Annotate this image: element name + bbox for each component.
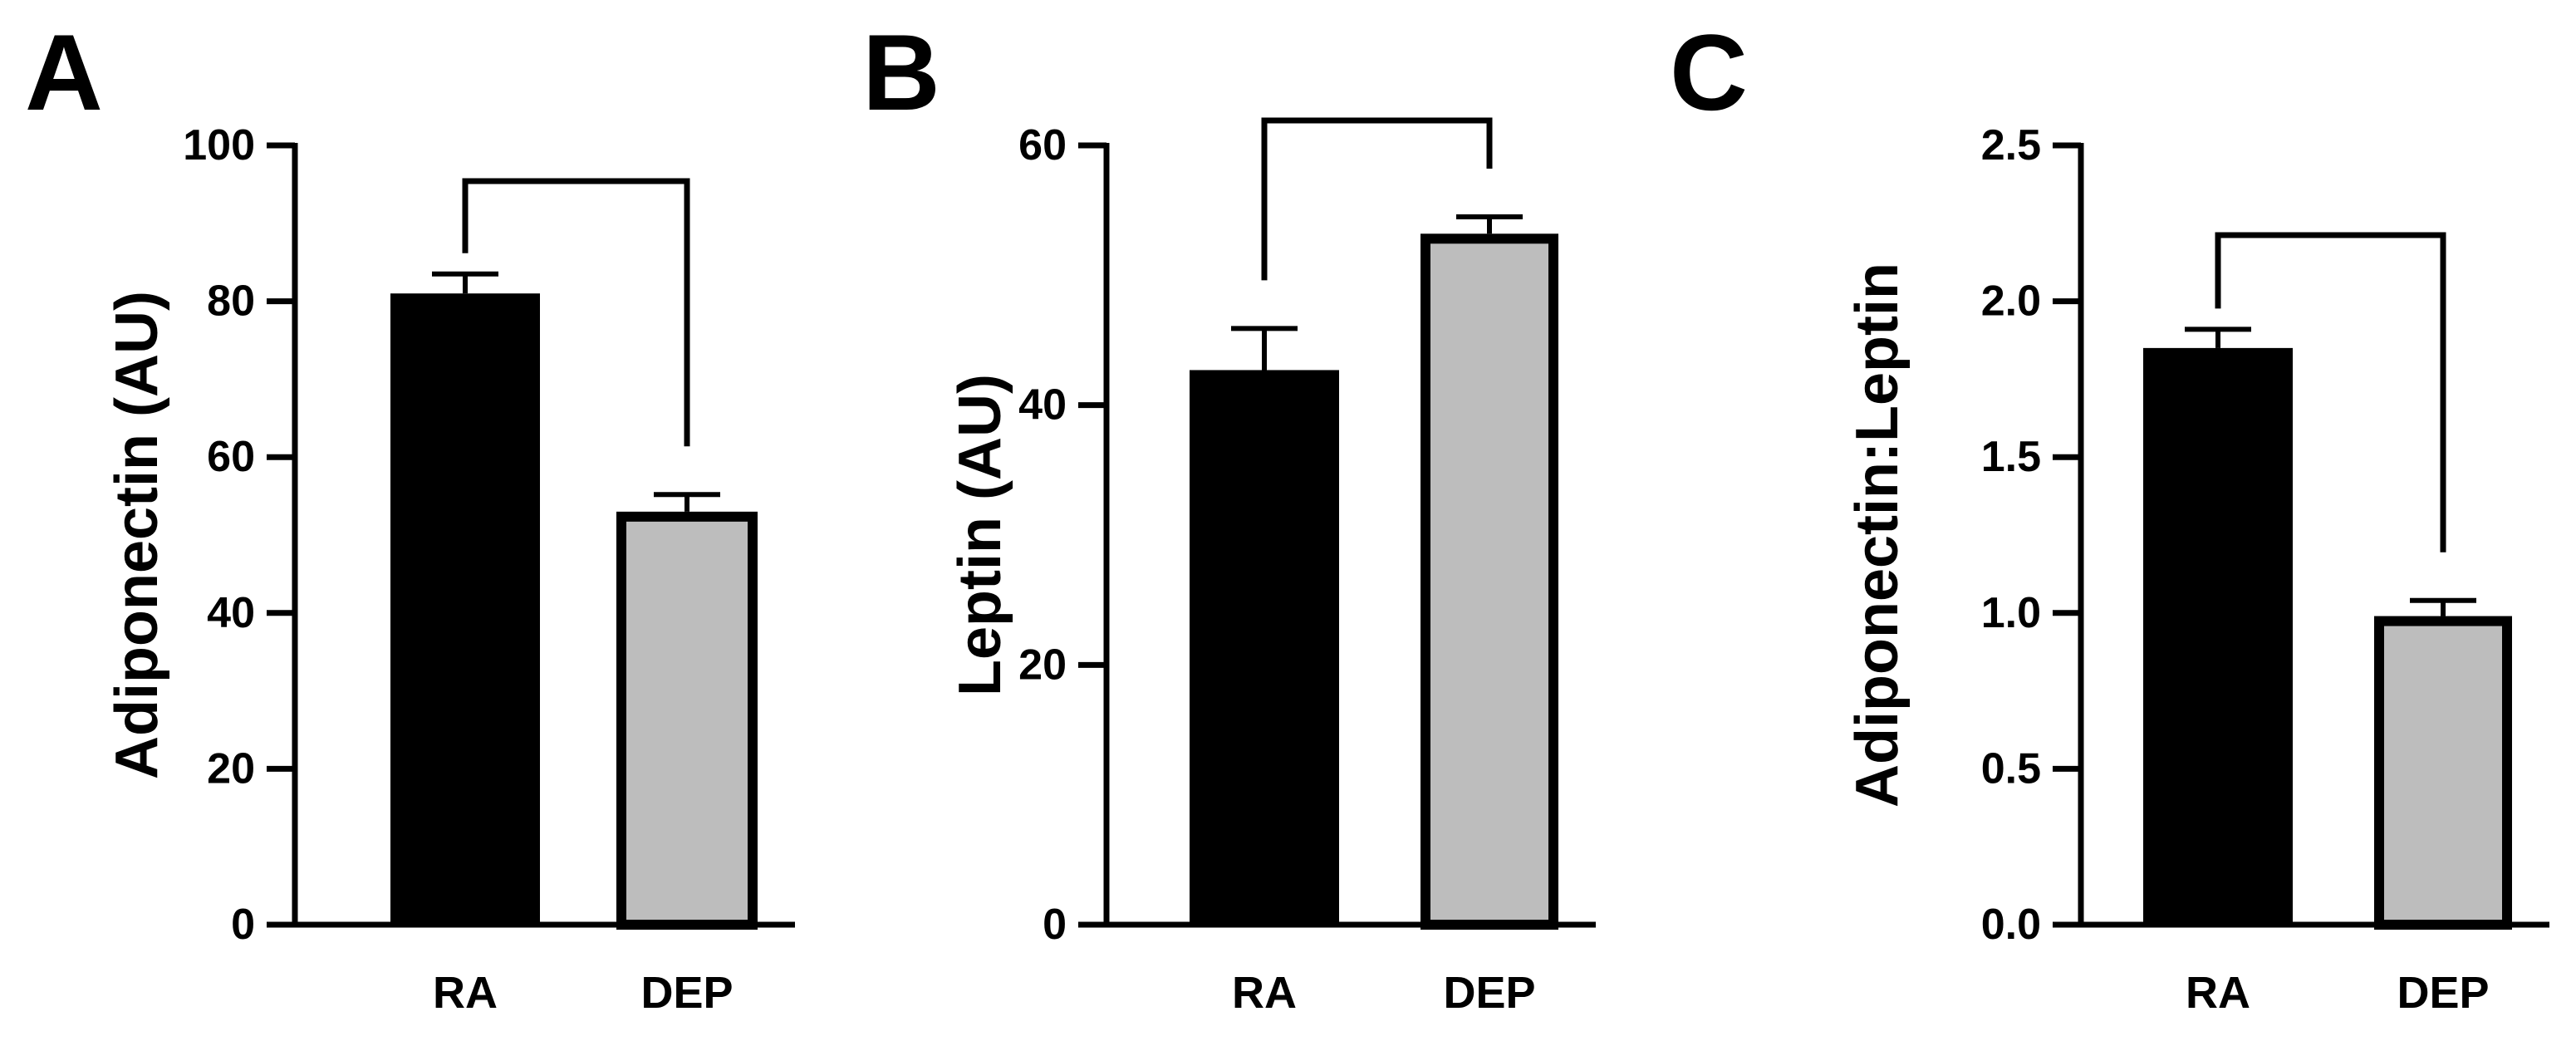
panel-letter: B [862, 12, 940, 133]
bar-ra [1190, 370, 1339, 925]
y-tick-label: 20 [1018, 641, 1067, 689]
panel-letter: C [1670, 12, 1748, 133]
x-category-label: RA [2186, 968, 2250, 1018]
x-category-label: DEP [2397, 968, 2489, 1018]
y-tick-label: 0 [1043, 901, 1067, 949]
y-axis-title: Adiponectin:Leptin [1844, 263, 1911, 808]
y-tick-label: 1.0 [1981, 589, 2041, 637]
significance-bracket [462, 178, 690, 447]
panel-c: C Adiponectin:Leptin 0.0 0.5 1.0 1.5 2.0 2.5 RA D… [1670, 12, 2549, 1018]
bar-dep [1420, 233, 1558, 931]
significance-bracket [2215, 232, 2446, 552]
x-category-label: RA [1232, 968, 1297, 1018]
panel-letter: A [25, 12, 103, 133]
y-tick-label: 60 [1018, 121, 1067, 169]
y-tick-label: 40 [1018, 381, 1067, 430]
y-tick-label: 60 [207, 433, 255, 481]
y-tick-label: 1.5 [1981, 433, 2041, 481]
bar-dep [616, 511, 758, 930]
y-tick-label: 0 [231, 901, 255, 949]
panel-a: A Adiponectin (AU) 0 20 40 60 80 100 RA DEP [25, 12, 795, 1018]
x-category-label: RA [433, 968, 498, 1018]
bar-ra [390, 293, 540, 926]
y-tick-label: 40 [207, 589, 255, 637]
y-axis-title: Leptin (AU) [947, 374, 1013, 696]
y-tick-label: 0.0 [1981, 901, 2041, 949]
y-tick-label: 2.0 [1981, 277, 2041, 326]
y-tick-label: 2.5 [1981, 121, 2041, 169]
significance-bracket [1261, 117, 1493, 281]
y-tick-label: 80 [207, 277, 255, 326]
y-axis-title: Adiponectin (AU) [104, 291, 170, 779]
bar-dep [2374, 616, 2512, 930]
y-tick-label: 100 [183, 121, 255, 169]
x-category-label: DEP [640, 968, 733, 1018]
y-tick-label: 0.5 [1981, 744, 2041, 793]
y-tick-label: 20 [207, 744, 255, 793]
panel-b: B Leptin (AU) 0 20 40 60 RA DEP [862, 12, 1596, 1018]
x-category-label: DEP [1443, 968, 1535, 1018]
bar-ra [2143, 347, 2293, 925]
